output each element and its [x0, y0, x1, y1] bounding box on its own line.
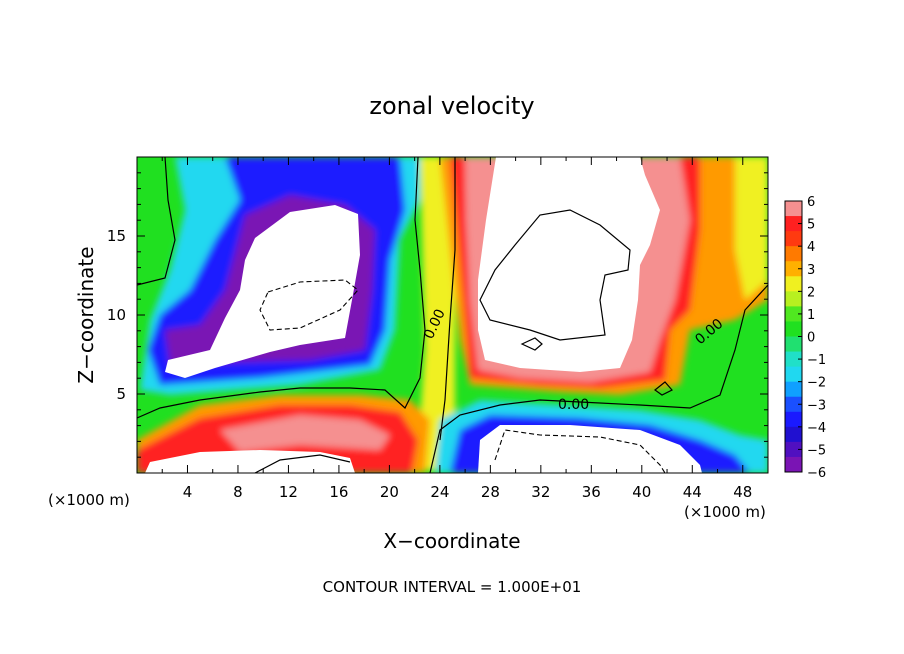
colorbar-swatch	[785, 396, 802, 413]
colorbar-swatch	[785, 336, 802, 353]
x-tick-label: 28	[481, 483, 500, 501]
y-axis-label: Z−coordinate	[74, 246, 98, 383]
contour-zero-small-right	[654, 381, 673, 396]
contour-small-loop	[520, 337, 543, 351]
x-axis-label: X−coordinate	[383, 529, 520, 553]
y-axis: 5 10 15	[107, 172, 768, 458]
field-yellow-right-edge	[735, 157, 768, 300]
field-saturated-lower-middle	[478, 425, 702, 473]
x-tick-label: 36	[582, 483, 601, 501]
chart-title: zonal velocity	[369, 92, 534, 120]
colorbar-label: −2	[807, 376, 826, 391]
colorbar-label: −6	[807, 466, 826, 481]
plot-area: 0.00 0.00 0.00	[137, 157, 768, 473]
contour-negative-lower	[494, 429, 666, 473]
contour-label-2: 0.00	[558, 397, 589, 413]
colorbar-label: 5	[807, 218, 815, 233]
colorbar-swatch	[785, 456, 802, 473]
colorbar-swatch	[785, 426, 802, 443]
colorbar-label: 6	[807, 195, 815, 210]
contour-interval-note: CONTOUR INTERVAL = 1.000E+01	[323, 578, 582, 596]
x-tick-label: 40	[632, 483, 651, 501]
x-tick-label: 20	[380, 483, 399, 501]
colorbar-swatch	[785, 216, 802, 232]
x-unit-left: (×1000 m)	[48, 491, 130, 509]
field-pink-lower-left	[220, 415, 390, 452]
colorbar-label: 1	[807, 308, 815, 323]
field-saturated-lower-left	[145, 450, 355, 473]
field-saturated-right-blob	[478, 157, 660, 372]
colorbar-swatch	[785, 381, 802, 398]
contour-zero-center-strip	[439, 157, 456, 441]
contour-negative-left	[259, 279, 359, 331]
x-axis: 4 8 12 16 20 24 28 32 36 40 44 48	[161, 157, 752, 501]
field-yellow-center	[420, 157, 455, 470]
contour-zero-right-band	[429, 284, 768, 473]
colorbar: 6 5 4 3 2 1 0 −1 −2 −3 −4 −5 −6	[784, 195, 826, 481]
x-unit-right: (×1000 m)	[684, 503, 766, 521]
colorbar-swatch	[785, 231, 802, 247]
colorbar-label: 3	[807, 263, 815, 278]
colorbar-swatch	[785, 306, 802, 322]
colorbar-swatch	[785, 366, 802, 383]
colorbar-swatch	[785, 351, 802, 368]
colorbar-label: −1	[807, 353, 826, 368]
x-tick-label: 24	[430, 483, 449, 501]
x-tick-label: 48	[733, 483, 752, 501]
colorbar-swatch	[785, 411, 802, 428]
colorbar-swatch	[785, 291, 802, 307]
y-tick-label: 15	[107, 227, 126, 245]
colorbar-label: 2	[807, 285, 815, 300]
contour-zero-lower-left	[254, 454, 351, 473]
colorbar-label: 4	[807, 240, 815, 255]
y-tick-label: 5	[116, 385, 126, 403]
colorbar-swatch	[785, 261, 802, 277]
y-tick-label: 10	[107, 306, 126, 324]
colorbar-label: 0	[807, 331, 815, 346]
x-tick-label: 12	[279, 483, 298, 501]
contour-zero-upper-left	[137, 157, 176, 286]
colorbar-label: −5	[807, 443, 826, 458]
colorbar-swatch	[785, 201, 802, 217]
colorbar-label: −4	[807, 421, 826, 436]
colorbar-swatch	[785, 246, 802, 262]
colorbar-swatch	[785, 441, 802, 458]
colorbar-label: −3	[807, 398, 826, 413]
field-saturated-left-blob	[165, 205, 360, 378]
x-tick-label: 8	[233, 483, 243, 501]
x-tick-label: 44	[683, 483, 702, 501]
colorbar-swatch	[785, 276, 802, 292]
x-tick-label: 4	[183, 483, 193, 501]
colorbar-swatch	[785, 321, 802, 337]
x-tick-label: 32	[531, 483, 550, 501]
contour-zero-left-band	[137, 157, 426, 419]
contour-positive-loop	[479, 209, 631, 341]
x-tick-label: 16	[329, 483, 348, 501]
